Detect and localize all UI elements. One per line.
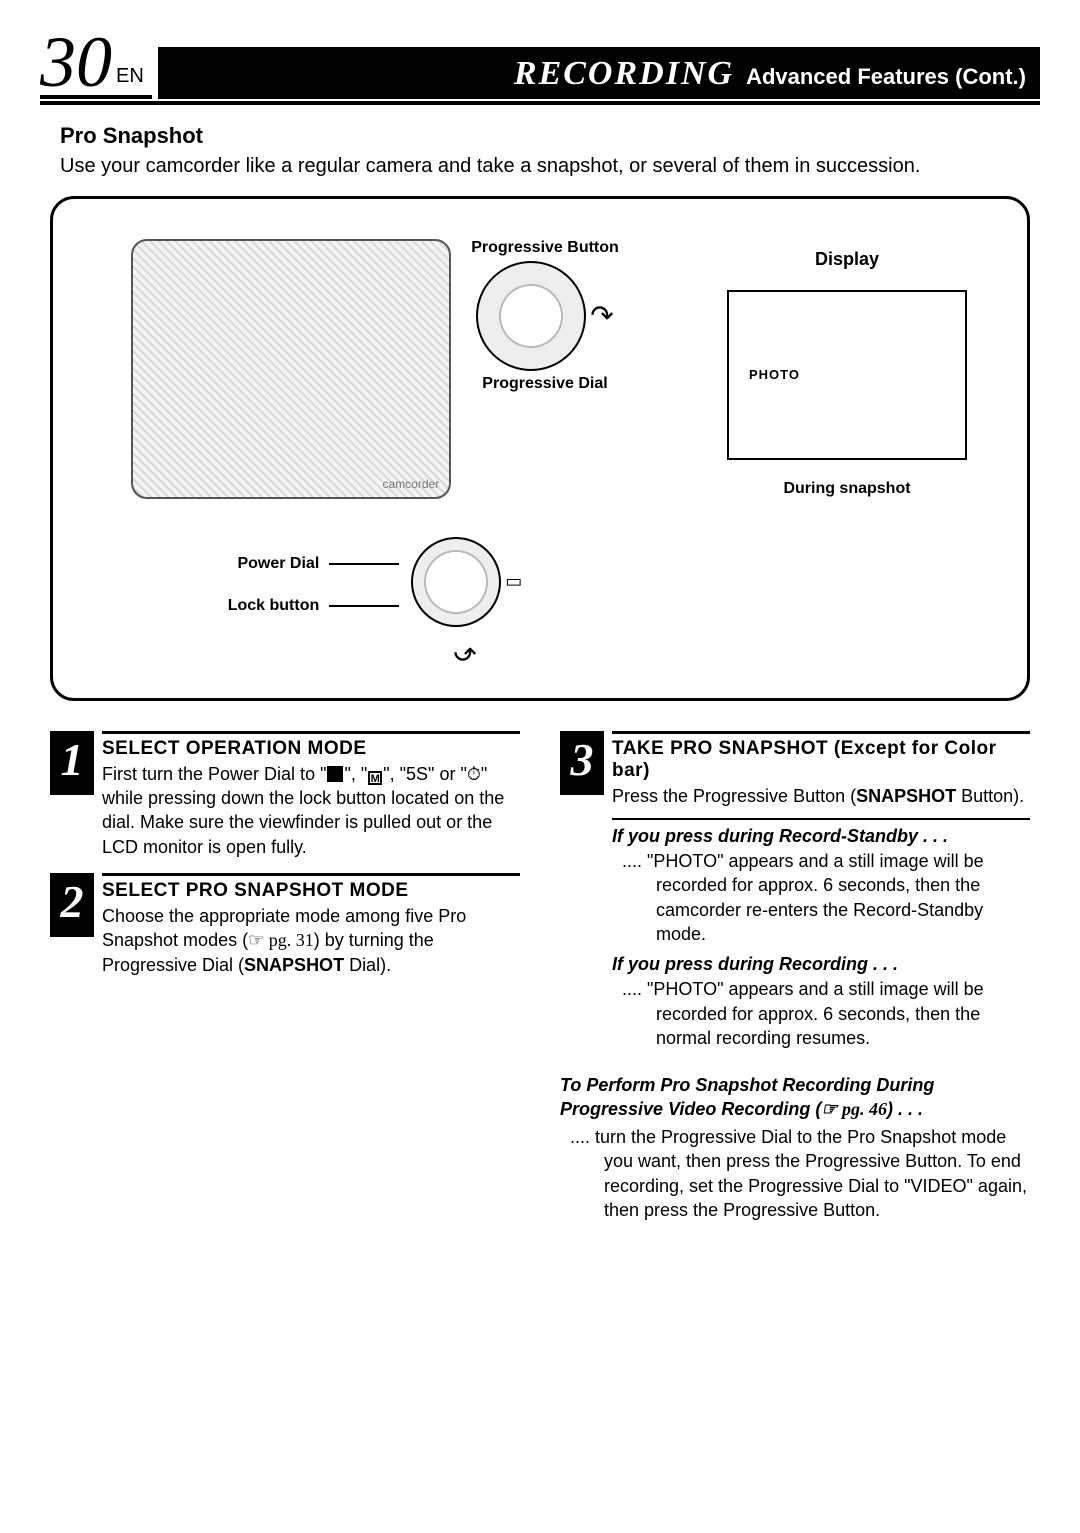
camcorder-illustration: [131, 239, 451, 499]
lock-button-label: Lock button: [228, 597, 320, 615]
progressive-button-label: Progressive Button: [471, 239, 619, 257]
step-number: 1: [50, 731, 94, 795]
mode-m-icon: M: [368, 771, 382, 785]
note-title: To Perform Pro Snapshot Recording During…: [560, 1074, 1030, 1121]
lock-button-label-row: Lock button: [228, 597, 400, 615]
step-text: Choose the appropriate mode among five P…: [102, 904, 520, 977]
step-2: 2 SELECT PRO SNAPSHOT MODE Choose the ap…: [50, 873, 520, 977]
page-number-block: 30 EN: [40, 30, 152, 99]
diagram-box: Progressive Button ↷ Progressive Dial Po…: [50, 196, 1030, 701]
substep-body: .... "PHOTO" appears and a still image w…: [612, 849, 1030, 946]
during-snapshot-label: During snapshot: [783, 480, 910, 498]
display-title: Display: [815, 249, 879, 270]
text-fragment: Button).: [956, 786, 1024, 806]
substep-title: If you press during Recording . . .: [612, 954, 1030, 975]
text-fragment: ", ": [344, 764, 367, 784]
label-line: [329, 563, 399, 565]
mode-a-icon: [327, 766, 343, 782]
step-number: 2: [50, 873, 94, 937]
step-text: First turn the Power Dial to " ", "M", "5…: [102, 762, 520, 859]
steps-columns: 1 SELECT OPERATION MODE First turn the P…: [50, 731, 1030, 1230]
power-dial-label-row: Power Dial: [237, 555, 399, 573]
section-intro: Use your camcorder like a regular camera…: [60, 155, 1040, 178]
power-dial-label: Power Dial: [237, 555, 319, 573]
steps-col-left: 1 SELECT OPERATION MODE First turn the P…: [50, 731, 520, 1230]
page-number: 30: [40, 30, 112, 95]
display-screen: PHOTO: [727, 290, 967, 460]
cassette-icon: ▭: [505, 571, 522, 592]
note-block: To Perform Pro Snapshot Recording During…: [560, 1074, 1030, 1222]
substep-body: .... "PHOTO" appears and a still image w…: [612, 977, 1030, 1050]
banner-subtitle: Advanced Features (Cont.): [746, 64, 1026, 90]
step-number: 3: [560, 731, 604, 795]
text-fragment: Dial).: [344, 955, 391, 975]
power-dial-icon: [411, 537, 501, 627]
progressive-dial-label: Progressive Dial: [482, 375, 607, 393]
step-1: 1 SELECT OPERATION MODE First turn the P…: [50, 731, 520, 859]
page-ref: ☞ pg. 31: [248, 930, 314, 950]
label-line: [329, 605, 399, 607]
step-body: SELECT PRO SNAPSHOT MODE Choose the appr…: [102, 873, 520, 977]
bold-term: SNAPSHOT: [856, 786, 956, 806]
text-fragment: First turn the Power Dial to ": [102, 764, 326, 784]
progressive-dial-icon: [476, 261, 586, 371]
section-title: Pro Snapshot: [60, 123, 1040, 149]
text-fragment: ) . . .: [887, 1099, 923, 1119]
step-body: SELECT OPERATION MODE First turn the Pow…: [102, 731, 520, 859]
step-heading: SELECT PRO SNAPSHOT MODE: [102, 880, 520, 902]
page-header: 30 EN RECORDING Advanced Features (Cont.…: [40, 30, 1040, 105]
dial-arrow-icon: ↷: [590, 299, 613, 332]
step-text: Press the Progressive Button (SNAPSHOT B…: [612, 784, 1030, 808]
text-fragment: Press the Progressive Button (: [612, 786, 856, 806]
bold-term: SNAPSHOT: [244, 955, 344, 975]
display-text: PHOTO: [749, 367, 800, 382]
header-banner: RECORDING Advanced Features (Cont.): [158, 47, 1040, 99]
diagram-left: Progressive Button ↷ Progressive Dial Po…: [83, 239, 667, 668]
substep-title: If you press during Record-Standby . . .: [612, 826, 1030, 847]
step-heading: TAKE PRO SNAPSHOT (Except for Color bar): [612, 738, 1030, 782]
timer-icon: ⏱: [467, 764, 481, 784]
page-ref: ☞ pg. 46: [821, 1099, 887, 1119]
page-language: EN: [116, 65, 144, 88]
text-fragment: ", "5S" or ": [383, 764, 467, 784]
banner-title: RECORDING: [514, 55, 734, 93]
step-body: TAKE PRO SNAPSHOT (Except for Color bar)…: [612, 731, 1030, 1058]
step-heading: SELECT OPERATION MODE: [102, 738, 520, 760]
note-body: .... turn the Progressive Dial to the Pr…: [560, 1125, 1030, 1222]
step-3: 3 TAKE PRO SNAPSHOT (Except for Color ba…: [560, 731, 1030, 1058]
progressive-button-group: Progressive Button ↷ Progressive Dial: [471, 239, 619, 393]
divider: [612, 818, 1030, 820]
dial-arrow-icon: ↷: [453, 635, 476, 668]
diagram-right: Display PHOTO During snapshot: [697, 239, 997, 498]
steps-col-right: 3 TAKE PRO SNAPSHOT (Except for Color ba…: [560, 731, 1030, 1230]
